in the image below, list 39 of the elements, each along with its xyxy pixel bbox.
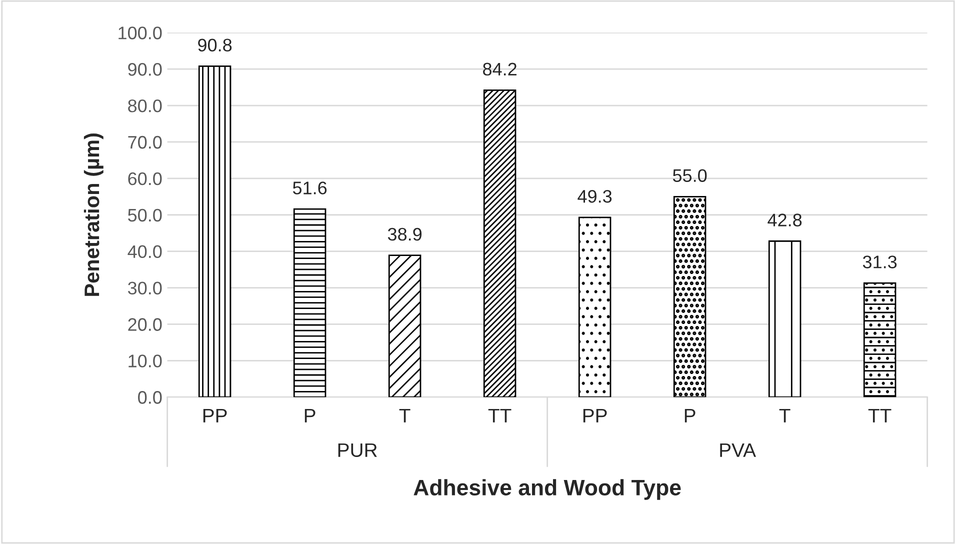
x-tick-label: P xyxy=(304,408,316,422)
y-tick-label: 0.0 xyxy=(138,391,162,404)
data-label: 38.9 xyxy=(388,228,422,241)
data-label: 31.3 xyxy=(862,256,897,268)
y-tick-label: 40.0 xyxy=(128,245,162,258)
bar xyxy=(768,240,802,398)
y-axis-title: Penetration (µm) xyxy=(84,134,104,296)
data-label: 84.2 xyxy=(483,62,516,76)
text: PUR xyxy=(338,443,377,458)
y-tick-label: 80.0 xyxy=(128,99,162,112)
x-tick-label: T xyxy=(399,408,410,422)
data-label: 90.8 xyxy=(198,38,232,52)
bar xyxy=(863,282,896,398)
data-label: 49.3 xyxy=(578,190,612,203)
x-tick-label: PP xyxy=(203,408,227,422)
text: PVA xyxy=(720,443,756,457)
y-tick-label: 30.0 xyxy=(128,282,162,294)
x-tick-label: P xyxy=(684,408,696,422)
bar xyxy=(673,196,706,398)
data-label: 55.0 xyxy=(672,169,707,182)
y-tick-label: 70.0 xyxy=(128,136,162,149)
y-tick-label: 100.0 xyxy=(118,26,162,40)
x-tick-label: PP xyxy=(583,408,607,422)
y-tick-label: 60.0 xyxy=(128,172,162,186)
data-label: 42.8 xyxy=(768,214,802,226)
x-tick-label: TT xyxy=(488,408,512,422)
bar xyxy=(578,216,612,398)
bar xyxy=(483,90,516,398)
x-axis-title: Adhesive and Wood Type xyxy=(414,479,681,500)
x-tick-label: T xyxy=(779,408,790,422)
y-tick-label: 10.0 xyxy=(128,354,162,368)
y-tick-label: 20.0 xyxy=(128,318,162,331)
bar xyxy=(293,208,326,398)
y-tick-label: 50.0 xyxy=(128,208,162,222)
y-tick-label: 90.0 xyxy=(128,63,162,76)
bar xyxy=(198,65,232,398)
x-tick-label: TT xyxy=(868,408,892,422)
bar xyxy=(388,254,422,398)
data-label: 51.6 xyxy=(292,182,327,194)
